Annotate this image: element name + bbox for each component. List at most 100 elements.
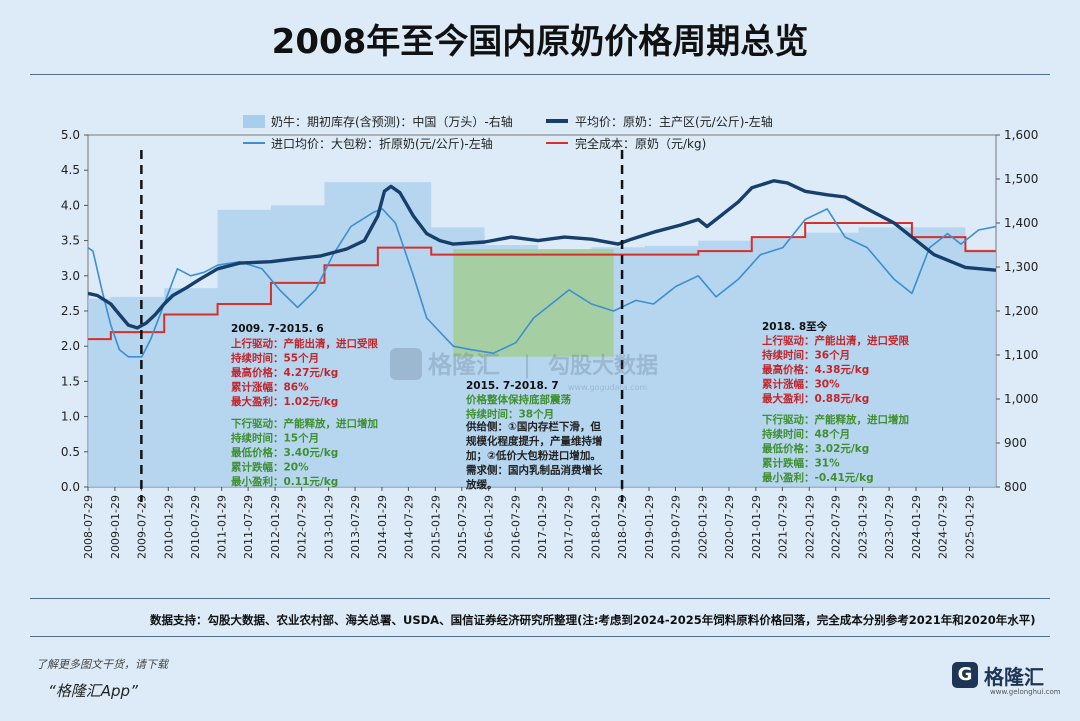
cycle3-up-line: 最高价格：4.38元/kg	[762, 363, 869, 376]
x-axis-tick-label: 2011-07-29	[242, 495, 255, 559]
x-axis-tick-label: 2022-07-29	[830, 495, 843, 559]
watermark-brand: 格隆汇	[428, 351, 500, 379]
cycle3-down-line: 累计跌幅：31%	[762, 457, 840, 470]
x-axis-tick-label: 2018-01-29	[590, 495, 603, 559]
x-axis-tick-label: 2012-07-29	[296, 495, 309, 559]
cycle3-down-line: 最低价格：3.02元/kg	[762, 442, 869, 455]
x-axis-tick-label: 2015-01-29	[429, 495, 442, 559]
series-cost-line	[88, 222, 996, 341]
x-axis-tick-label: 2024-01-29	[910, 495, 923, 559]
cycle1-up-line: 累计涨幅：86%	[231, 381, 309, 394]
cycle1-down-line: 持续时间：15个月	[231, 432, 319, 445]
cycle2-body-line: 需求侧：国内乳制品消费增长	[466, 464, 603, 477]
cycle2-head: 2015. 7-2018. 7	[466, 380, 559, 392]
highlight-box	[453, 249, 614, 357]
x-axis-tick-label: 2024-07-29	[937, 495, 950, 559]
watermark-divider: |	[523, 351, 531, 379]
brand-logo-text: 格隆汇	[984, 664, 1044, 689]
left-axis-tick-label: 0.5	[61, 445, 80, 459]
cycle3-up-line: 最大盈利：0.88元/kg	[762, 392, 869, 405]
x-axis-tick-label: 2022-01-29	[803, 495, 816, 559]
legend: 奶牛：期初库存(含预测)：中国（万头）-右轴 平均价：原奶：主产区(元/公斤)-…	[243, 114, 773, 151]
left-axis-tick-label: 2.0	[61, 339, 80, 353]
x-axis-tick-label: 2023-01-29	[857, 495, 870, 559]
brand-logo-icon: G	[952, 662, 978, 688]
right-axis-tick-label: 1,600	[1004, 128, 1038, 142]
left-axis-tick-label: 0.0	[61, 480, 80, 494]
cycle3-up-line: 持续时间：36个月	[762, 349, 850, 362]
cycle3-up-line: 累计涨幅：30%	[762, 378, 840, 391]
left-axis-tick-label: 3.5	[61, 234, 80, 248]
cycle3-down-line: 持续时间：48个月	[762, 428, 850, 441]
series-import-price-line	[88, 208, 996, 358]
x-axis-tick-label: 2009-07-29	[135, 495, 148, 559]
x-axis-tick-label: 2016-01-29	[483, 495, 496, 559]
plot-area	[88, 179, 996, 487]
x-axis-tick-label: 2010-07-29	[189, 495, 202, 559]
footer-note: 了解更多图文干货，请下载	[36, 658, 168, 671]
cycle1-up-line: 最高价格：4.27元/kg	[231, 366, 338, 379]
x-axis-tick-label: 2014-07-29	[402, 495, 415, 559]
cycle1-up-line: 最大盈利：1.02元/kg	[231, 395, 338, 408]
chart: 奶牛：期初库存(含预测)：中国（万头）-右轴 平均价：原奶：主产区(元/公斤)-…	[61, 114, 1038, 559]
cycle1-up-line: 上行驱动：产能出清，进口受限	[231, 337, 378, 350]
cycle1-down-line: 累计跌幅：20%	[231, 461, 309, 474]
cycle3-down-line: 下行驱动：产能释放，进口增加	[762, 413, 909, 426]
x-axis-tick-label: 2017-01-29	[536, 495, 549, 559]
right-axis-tick-label: 1,000	[1004, 392, 1038, 406]
x-axis-tick-label: 2021-01-29	[750, 495, 763, 559]
cycle3-up-line: 上行驱动：产能出清，进口受限	[762, 334, 909, 347]
brand-logo-url: www.gelonghui.com	[990, 688, 1061, 696]
x-axis-tick-label: 2011-01-29	[216, 495, 229, 559]
x-axis-tick-label: 2014-01-29	[376, 495, 389, 559]
x-axis-tick-label: 2025-01-29	[964, 495, 977, 559]
x-axis-tick-label: 2013-01-29	[323, 495, 336, 559]
source-note: 数据支持：勾股大数据、农业农村部、海关总署、USDA、国信证券经济研究所整理(注…	[150, 613, 1036, 627]
cycle3-head: 2018. 8至今	[762, 320, 828, 333]
x-axis-tick-label: 2017-07-29	[563, 495, 576, 559]
right-axis-tick-label: 1,300	[1004, 260, 1038, 274]
left-axis-tick-label: 1.0	[61, 410, 80, 424]
x-axis-tick-label: 2021-07-29	[776, 495, 789, 559]
x-axis-tick-label: 2020-07-29	[723, 495, 736, 559]
cycle1-up-line: 持续时间：55个月	[231, 352, 319, 365]
cycle2-body-line: 放缓。	[465, 478, 498, 491]
right-axis-tick-label: 1,100	[1004, 348, 1038, 362]
watermark-url: www.gogudata.com	[568, 383, 647, 392]
chart-marks	[140, 150, 624, 502]
left-axis-tick-label: 1.5	[61, 374, 80, 388]
cycle2-body-line: 规模化程度提升，产量维持增	[466, 435, 603, 448]
watermark-site: 勾股大数据	[548, 353, 658, 379]
cycle1-down-line: 下行驱动：产能释放，进口增加	[231, 417, 378, 430]
cycle3-down-line: 最小盈利：-0.41元/kg	[762, 471, 874, 484]
left-axis-tick-label: 4.0	[61, 198, 80, 212]
page-title: 2008年至今国内原奶价格周期总览	[271, 22, 809, 62]
x-axis-tick-label: 2015-07-29	[456, 495, 469, 559]
right-axis-tick-label: 800	[1004, 480, 1027, 494]
legend-label-avg-price: 平均价：原奶：主产区(元/公斤)-左轴	[575, 114, 773, 129]
right-axis-tick-label: 1,200	[1004, 304, 1038, 318]
watermark: 格隆汇 | 勾股大数据 www.gogudata.com	[390, 348, 658, 392]
top-divider	[30, 74, 1050, 75]
right-axis-tick-label: 1,400	[1004, 216, 1038, 230]
x-axis-tick-label: 2010-01-29	[162, 495, 175, 559]
cycle2-line: 持续时间：38个月	[466, 408, 554, 421]
left-axis-tick-label: 3.0	[61, 269, 80, 283]
brand-logo: G 格隆汇	[952, 660, 1044, 690]
x-axis-tick-label: 2019-01-29	[643, 495, 656, 559]
x-axis-tick-label: 2020-01-29	[696, 495, 709, 559]
series-avg-price-line	[88, 179, 996, 330]
left-axis-tick-label: 5.0	[61, 128, 80, 142]
legend-swatch-inventory	[243, 115, 265, 128]
x-axis-tick-label: 2019-07-29	[669, 495, 682, 559]
cycle1-down-line: 最小盈利：0.11元/kg	[231, 475, 338, 488]
source-divider	[30, 636, 1050, 637]
cycle2-line: 价格整体保持底部震荡	[466, 393, 571, 406]
right-axis-tick-label: 1,500	[1004, 172, 1038, 186]
legend-label-import-price: 进口均价：大包粉：折原奶(元/公斤)-左轴	[271, 136, 493, 151]
watermark-logo-icon	[390, 348, 422, 380]
x-axis-tick-label: 2013-07-29	[349, 495, 362, 559]
x-axis-tick-label: 2018-07-29	[616, 495, 629, 559]
footer-app-name: “格隆汇App”	[48, 682, 138, 700]
bottom-divider	[30, 598, 1050, 599]
